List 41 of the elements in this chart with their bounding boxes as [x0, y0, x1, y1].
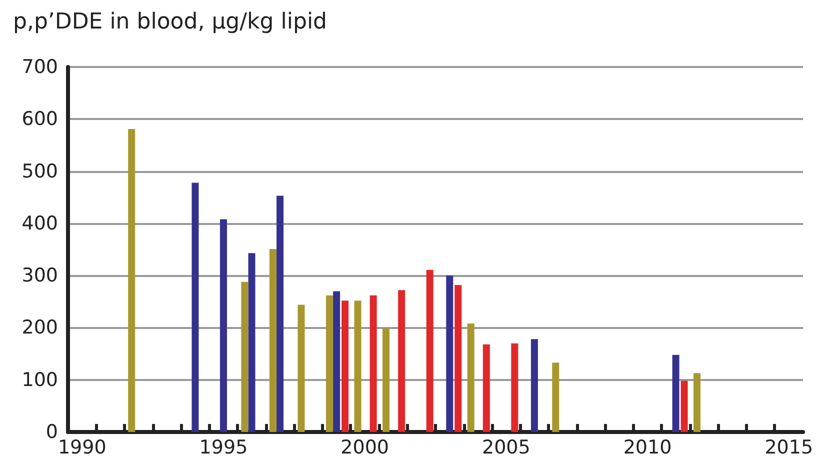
bar — [342, 300, 349, 432]
y-tick-label: 700 — [22, 56, 58, 78]
x-tick-label: 2005 — [482, 436, 530, 458]
y-tick-label: 500 — [22, 160, 58, 182]
y-tick-label: 400 — [22, 212, 58, 234]
bar — [333, 291, 340, 432]
bar — [354, 300, 362, 432]
bar — [530, 339, 538, 432]
bar — [128, 129, 136, 432]
bar — [446, 276, 454, 432]
bar — [511, 343, 518, 432]
bar — [276, 196, 284, 432]
bar — [693, 373, 700, 432]
bar — [454, 284, 462, 432]
bar — [552, 362, 560, 432]
bar — [192, 182, 199, 432]
bar — [370, 295, 377, 432]
x-tick-label: 1990 — [58, 436, 106, 458]
x-tick-label: 2010 — [623, 436, 672, 458]
bar — [482, 344, 490, 432]
y-tick-label: 600 — [22, 108, 58, 130]
chart-title: p,p’DDE in blood, µg/kg lipid — [13, 10, 328, 34]
x-tick-label: 2015 — [764, 436, 814, 458]
y-tick-label: 200 — [22, 316, 58, 339]
bar — [298, 304, 305, 432]
x-tick-label: 2000 — [340, 436, 390, 458]
bar — [426, 270, 434, 432]
bar — [467, 324, 474, 432]
bar — [248, 253, 256, 432]
bar — [672, 354, 680, 432]
bar — [680, 380, 688, 432]
bar — [269, 248, 276, 432]
bar — [220, 219, 227, 432]
bar — [241, 282, 248, 432]
bar — [382, 328, 390, 432]
x-tick-label: 1995 — [199, 436, 248, 458]
bar — [326, 295, 333, 432]
y-tick-label: 300 — [22, 264, 58, 287]
y-tick-label: 100 — [22, 368, 58, 391]
y-tick-label: 0 — [46, 421, 58, 443]
bar — [398, 290, 406, 432]
